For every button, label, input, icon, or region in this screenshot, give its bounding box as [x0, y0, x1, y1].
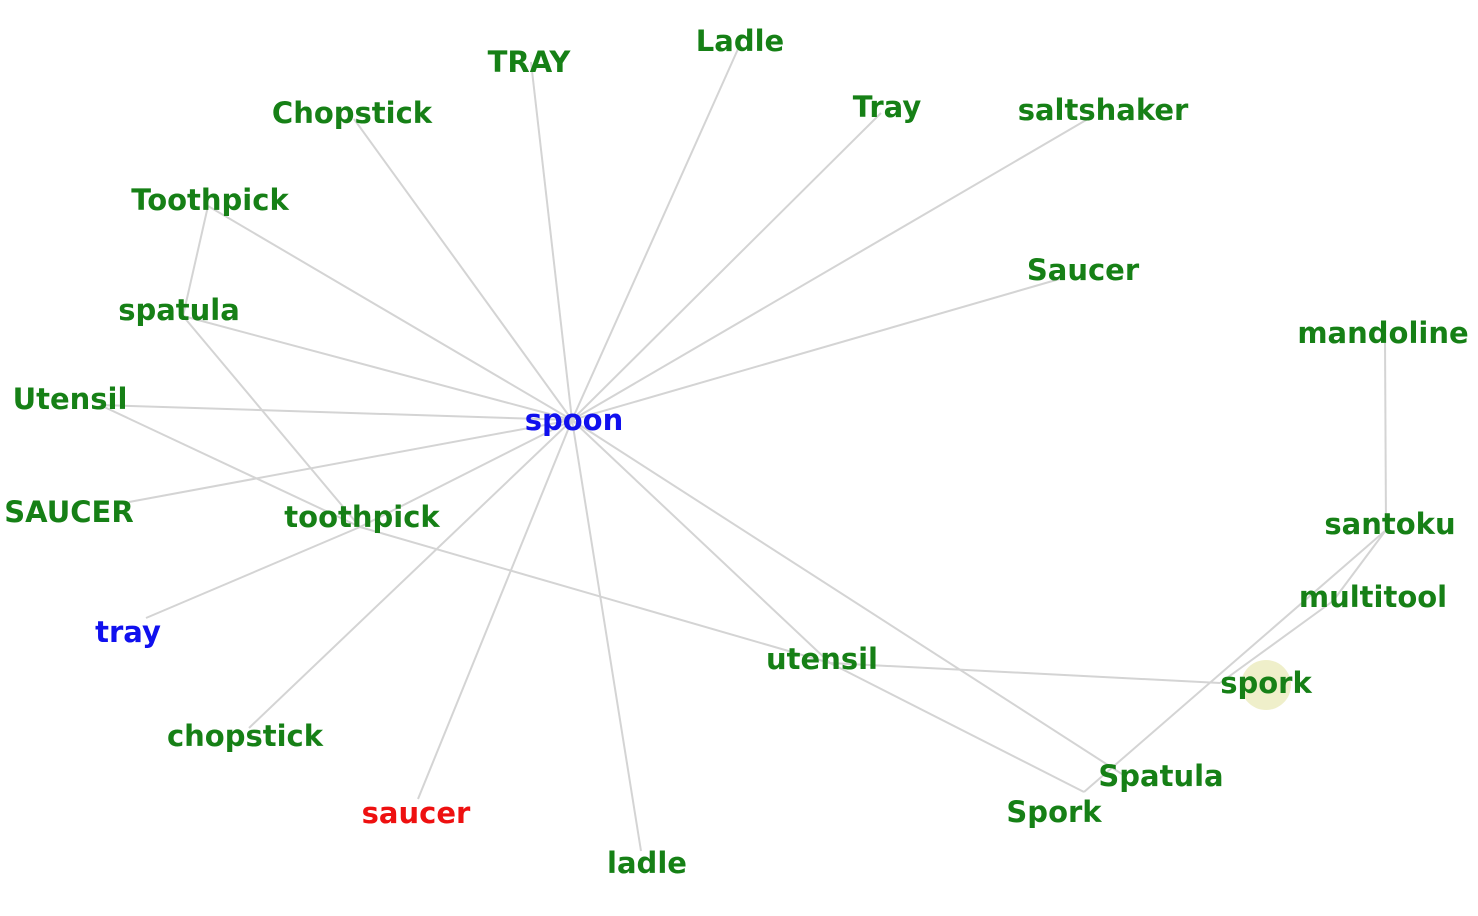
edge-spoon-tray — [530, 61, 573, 421]
highlight-layer — [1241, 660, 1291, 710]
node-label-chopstick[interactable]: chopstick — [167, 719, 324, 753]
node-label-spatula[interactable]: spatula — [118, 293, 240, 327]
node-label-saucer[interactable]: saucer — [362, 796, 471, 830]
node-label-utensil[interactable]: utensil — [766, 642, 878, 676]
node-label-tray-4[interactable]: Tray — [853, 90, 922, 124]
node-label-saucer-11[interactable]: SAUCER — [4, 495, 133, 529]
node-label-ladle-2[interactable]: Ladle — [696, 24, 784, 58]
node-label-ladle[interactable]: ladle — [607, 846, 687, 880]
edge-utensil-spork — [829, 662, 1221, 684]
node-label-toothpick[interactable]: toothpick — [284, 500, 440, 534]
edge-spoon-chopstick — [248, 419, 573, 729]
edge-spoon-saucer — [128, 419, 573, 503]
node-label-spatula-19[interactable]: Spatula — [1098, 759, 1223, 793]
edge-santoku-mandoline — [1384, 336, 1387, 531]
label-layer: spoon TRAY Ladle Chopstick Tray saltshaker Too… — [4, 24, 1468, 880]
edge-spatula-toothpick — [182, 315, 361, 528]
node-label-spork-21[interactable]: Spork — [1006, 795, 1102, 829]
node-label-chopstick-3[interactable]: Chopstick — [272, 96, 433, 130]
edge-spoon-ladle — [571, 419, 642, 852]
edge-utensil-toothpick — [99, 404, 361, 528]
edge-spoon-ladle — [571, 48, 739, 421]
highlight-spork — [1241, 660, 1291, 710]
edge-spoon-toothpick — [207, 205, 573, 421]
edge-spoon-tray — [571, 112, 882, 421]
node-label-spork[interactable]: spork — [1220, 666, 1312, 700]
node-label-saucer-7[interactable]: Saucer — [1027, 253, 1140, 287]
edge-santoku-multitool — [1332, 529, 1387, 602]
node-label-multitool[interactable]: multitool — [1299, 580, 1447, 614]
node-label-mandoline[interactable]: mandoline — [1297, 316, 1468, 350]
node-label-utensil-10[interactable]: Utensil — [13, 382, 128, 416]
edge-spork-santoku — [1083, 529, 1387, 793]
edge-spoon-utensil — [571, 419, 831, 664]
node-label-saltshaker[interactable]: saltshaker — [1018, 93, 1189, 127]
edge-spoon-toothpick — [359, 419, 573, 528]
node-label-spoon[interactable]: spoon — [525, 403, 624, 437]
edge-toothpick-tray — [145, 526, 361, 619]
edge-utensil-spork — [829, 662, 1085, 793]
edge-spoon-spatula — [571, 419, 1126, 777]
edge-toothpick-utensil — [359, 526, 831, 664]
edge-spoon-utensil — [99, 404, 573, 421]
edge-spoon-spatula — [182, 315, 573, 421]
edge-spoon-chopstick — [353, 118, 573, 421]
node-label-tray[interactable]: tray — [95, 615, 161, 649]
edge-spoon-saucer — [417, 419, 573, 800]
edge-toothpick-spatula — [182, 205, 209, 317]
edge-spoon-saltshaker — [571, 115, 1094, 421]
node-label-tray-1[interactable]: TRAY — [488, 45, 572, 79]
edge-multitool-spork — [1219, 600, 1334, 684]
edge-layer — [99, 48, 1387, 852]
edge-spoon-saucer — [571, 277, 1064, 421]
node-label-toothpick-6[interactable]: Toothpick — [131, 183, 289, 217]
node-label-santoku[interactable]: santoku — [1324, 507, 1455, 541]
